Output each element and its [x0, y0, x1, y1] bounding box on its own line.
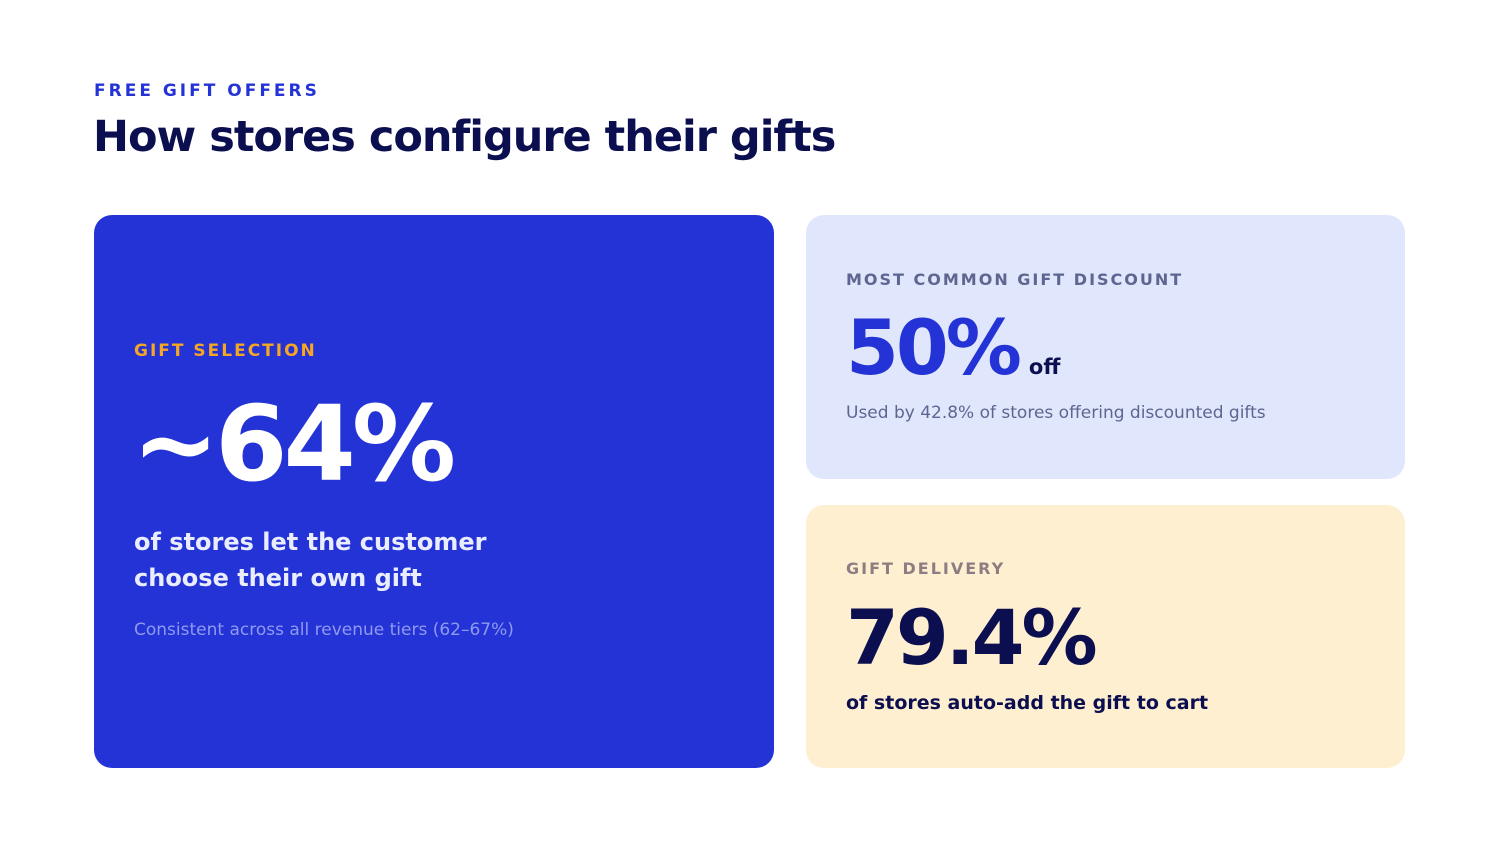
- gift-selection-description: of stores let the customer choose their …: [134, 528, 487, 592]
- gift-delivery-label: GIFT DELIVERY: [846, 559, 1006, 578]
- section-eyebrow: FREE GIFT OFFERS: [94, 81, 320, 101]
- gift-discount-note: Used by 42.8% of stores offering discoun…: [846, 403, 1266, 423]
- gift-selection-card: GIFT SELECTION ~64% of stores let the cu…: [94, 215, 774, 768]
- gift-discount-card: MOST COMMON GIFT DISCOUNT 50% off Used by…: [806, 215, 1405, 479]
- gift-selection-note: Consistent across all revenue tiers (62–…: [134, 620, 514, 640]
- gift-delivery-description: of stores auto-add the gift to cart: [846, 692, 1209, 714]
- page-title: How stores configure their gifts: [93, 112, 836, 162]
- gift-selection-label: GIFT SELECTION: [134, 341, 317, 361]
- gift-discount-value: 50%: [846, 303, 1022, 392]
- gift-discount-suffix: off: [1028, 355, 1061, 379]
- gift-delivery-card: GIFT DELIVERY 79.4% of stores auto-add t…: [806, 505, 1405, 768]
- gift-discount-value-row: 50% off: [846, 303, 1060, 392]
- gift-discount-label: MOST COMMON GIFT DISCOUNT: [846, 270, 1184, 289]
- gift-delivery-value: 79.4%: [846, 593, 1098, 682]
- gift-selection-value: ~64%: [132, 383, 456, 505]
